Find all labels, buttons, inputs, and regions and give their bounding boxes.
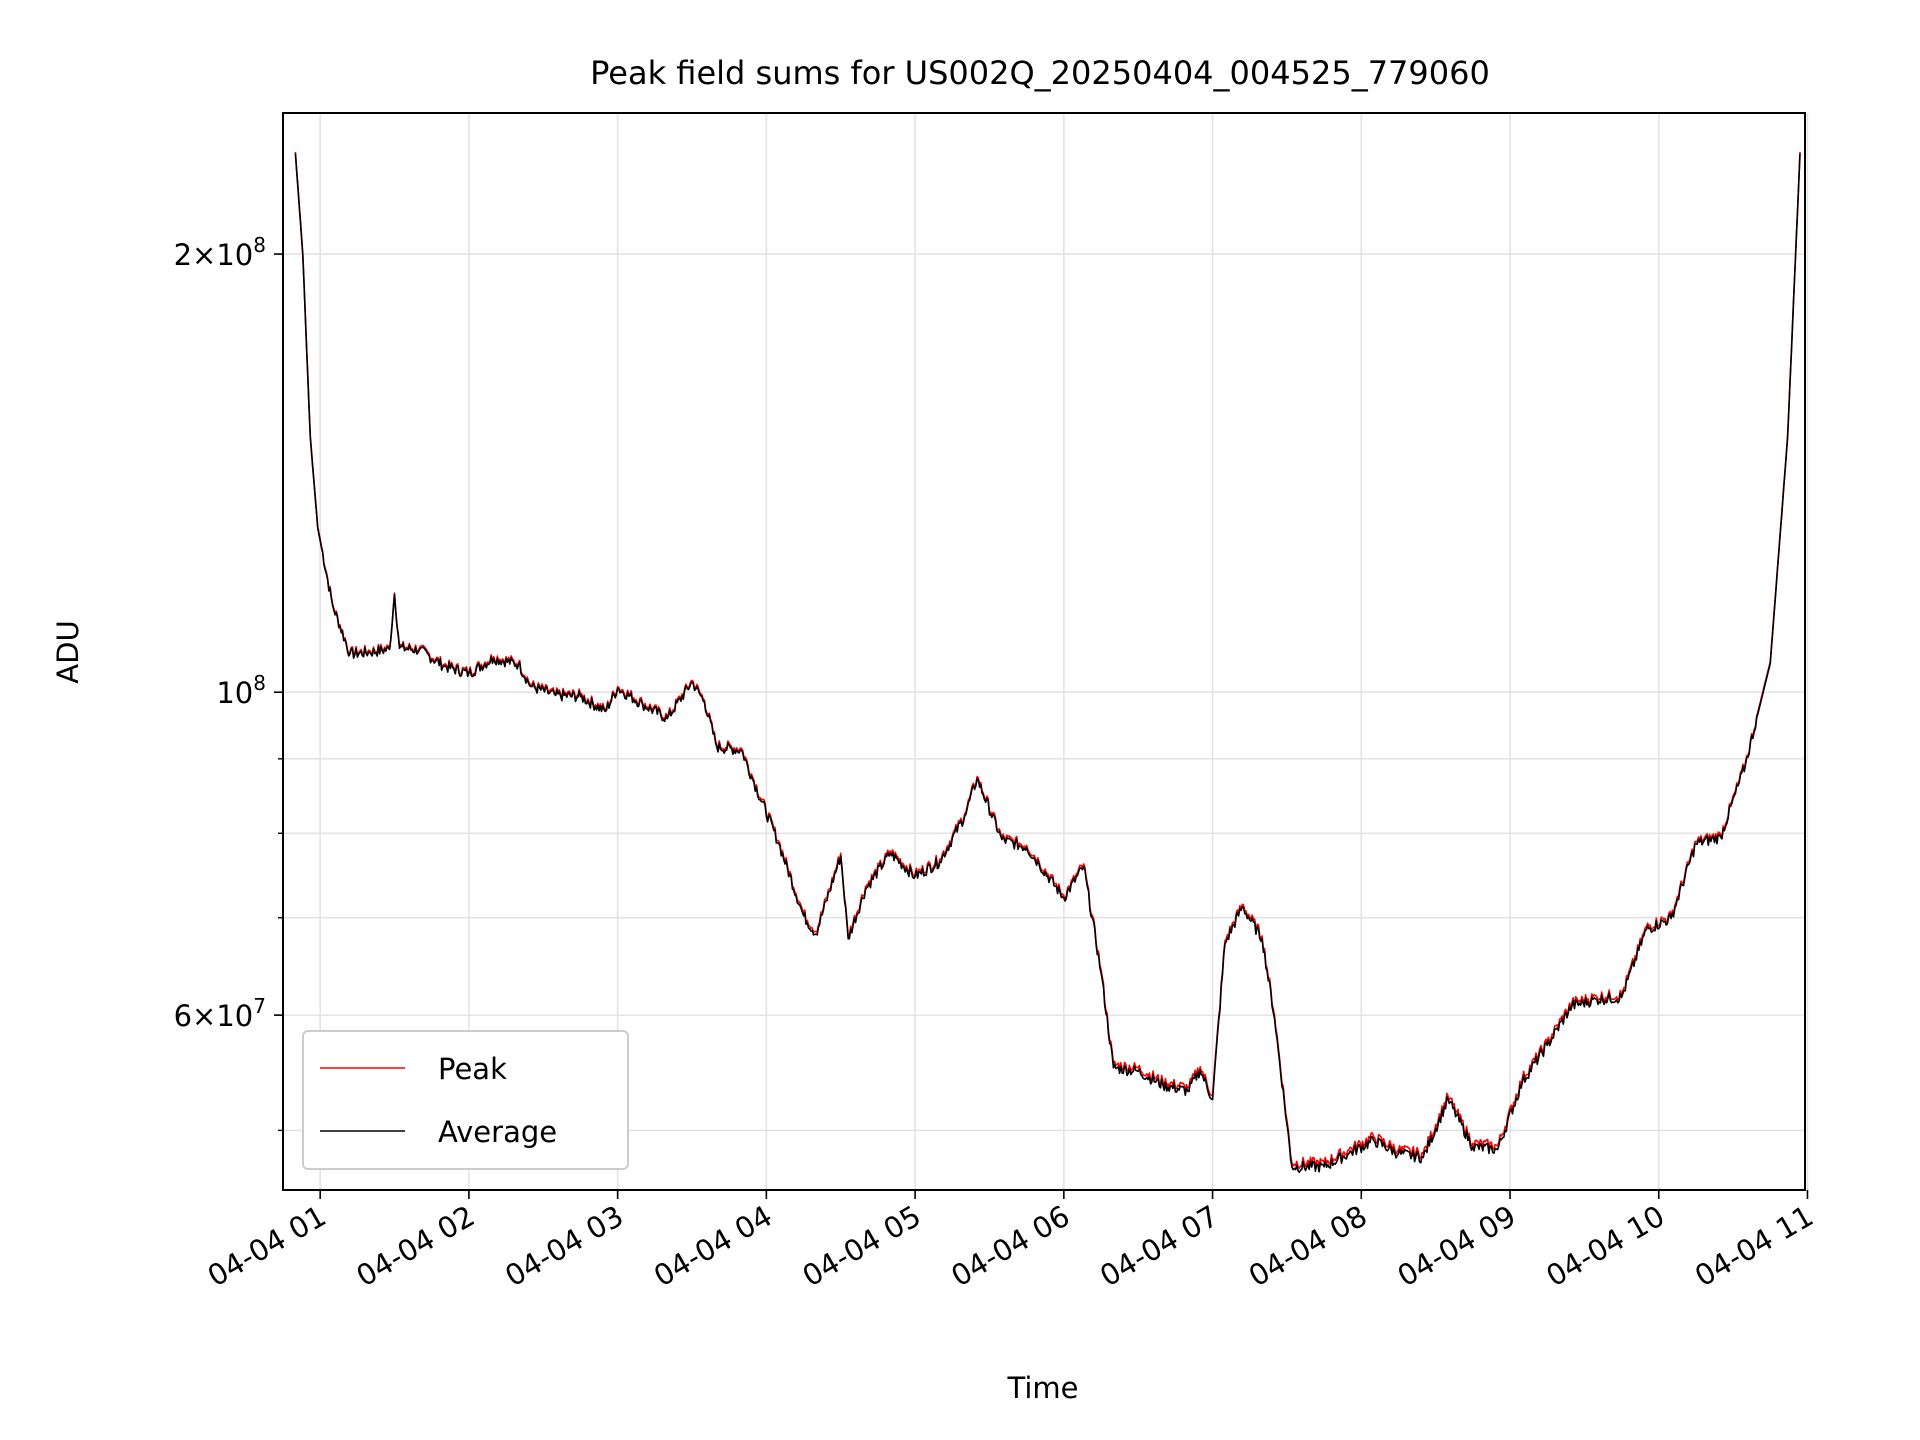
legend: Peak Average bbox=[302, 1030, 629, 1170]
y-axis: 2×108 108 6×107 bbox=[174, 233, 283, 1132]
series-layer bbox=[294, 152, 1801, 1173]
legend-box bbox=[302, 1030, 629, 1170]
x-axis-label: Time bbox=[1007, 1371, 1079, 1405]
y-tick-label: 6×107 bbox=[174, 994, 266, 1033]
series-line-peak bbox=[294, 152, 1801, 1169]
series-line-average bbox=[294, 153, 1801, 1173]
chart-title: Peak field sums for US002Q_20250404_0045… bbox=[590, 54, 1490, 92]
y-tick-label: 108 bbox=[216, 671, 266, 710]
y-axis-label: ADU bbox=[51, 620, 85, 683]
y-tick-label: 2×108 bbox=[174, 233, 266, 272]
plot-frame bbox=[282, 112, 1806, 1191]
legend-label-peak: Peak bbox=[438, 1052, 507, 1086]
grid bbox=[283, 113, 1809, 1190]
legend-label-average: Average bbox=[438, 1115, 557, 1149]
